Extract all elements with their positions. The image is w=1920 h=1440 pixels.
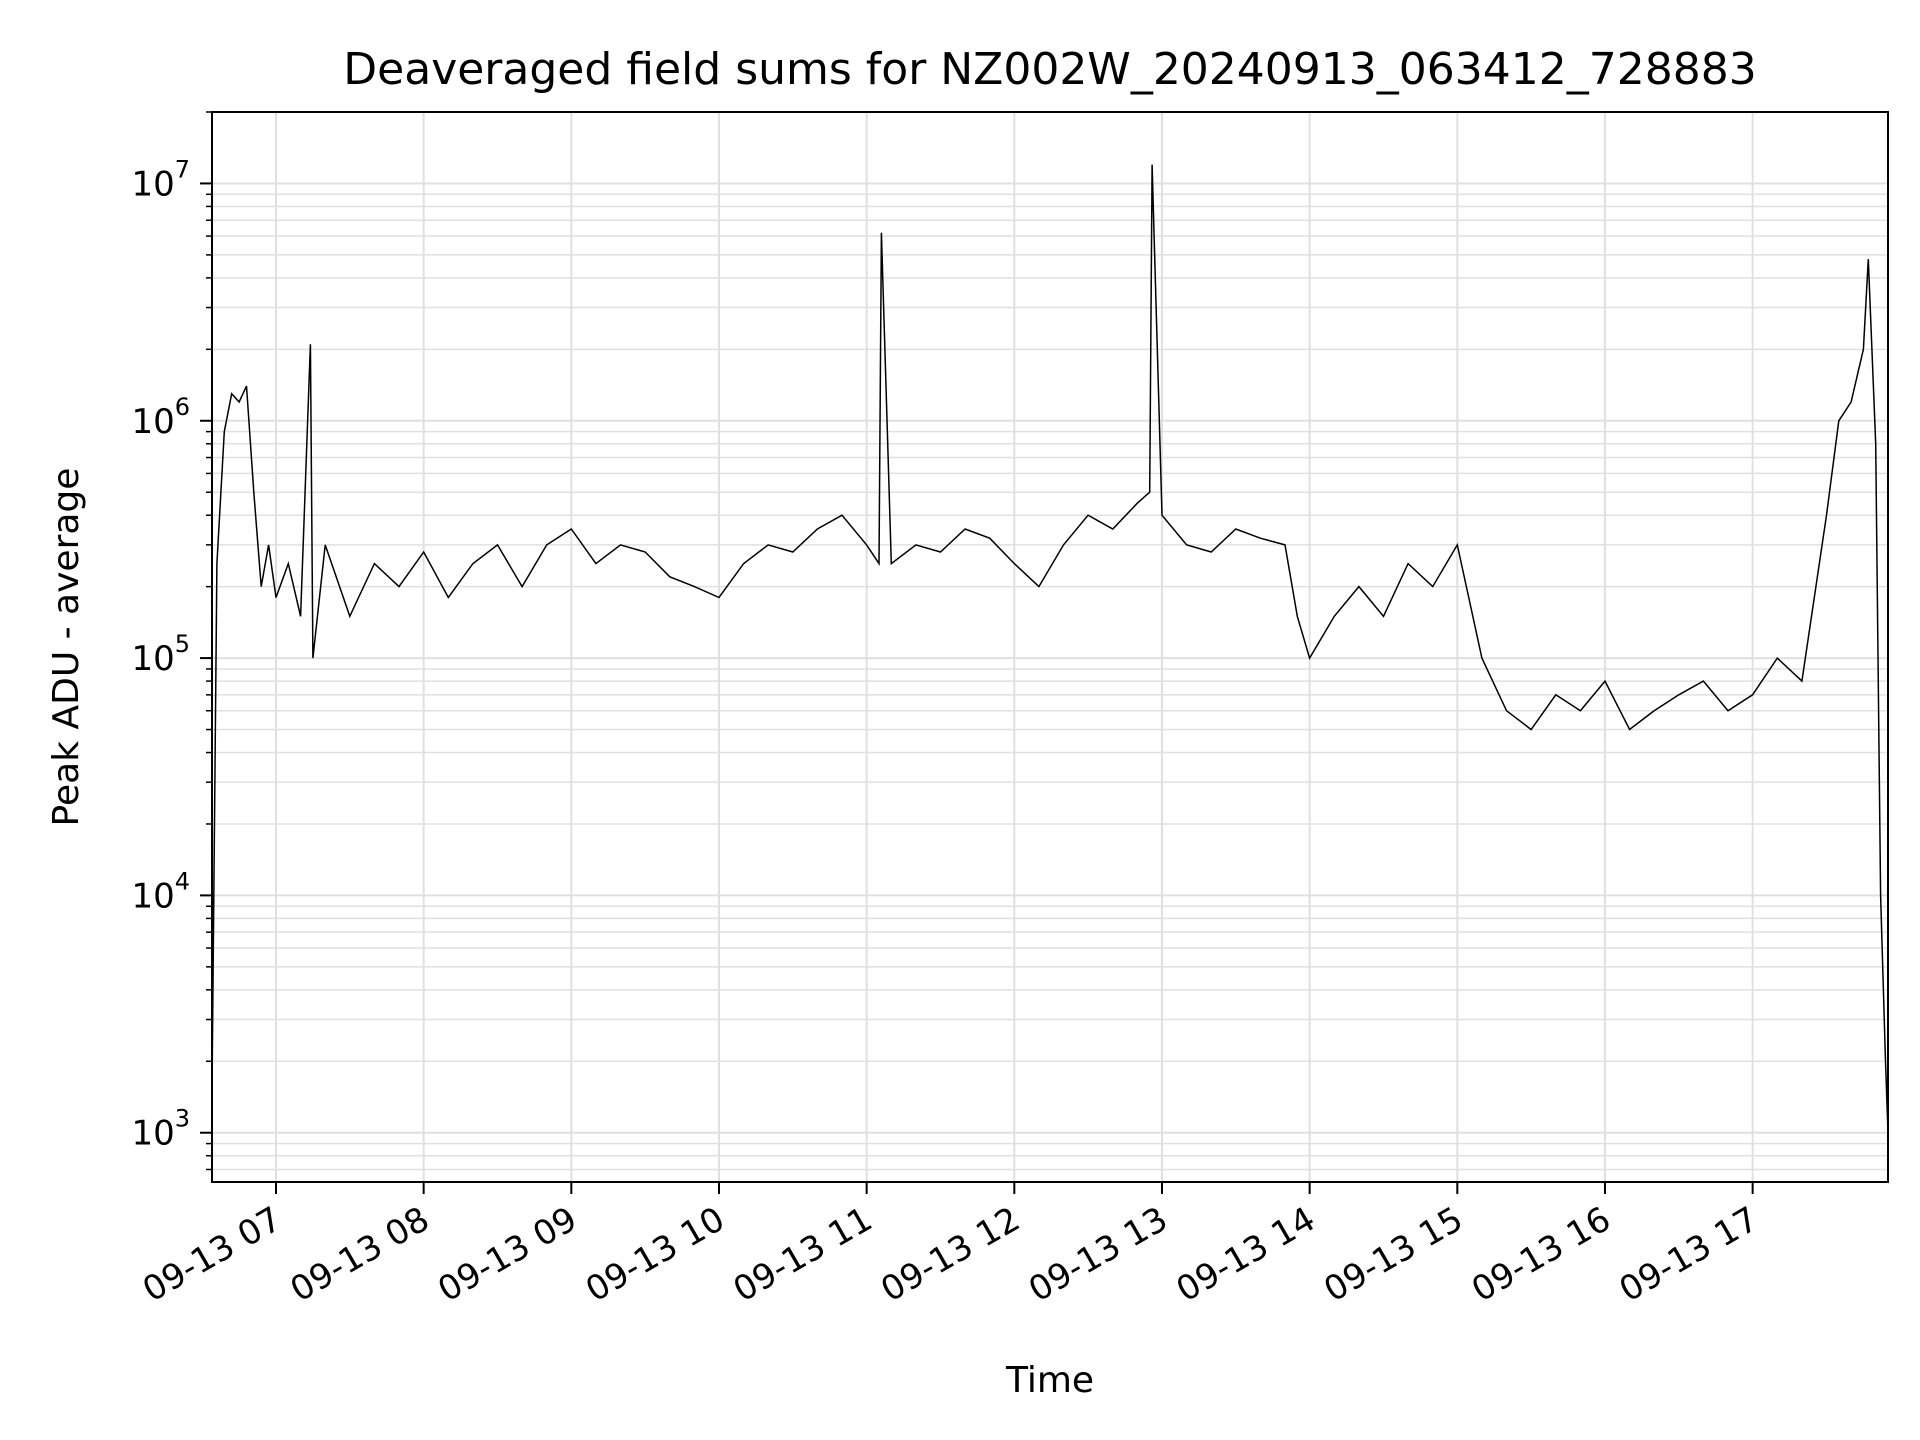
plot-frame (211, 111, 1889, 1183)
y-tick-label: 104 (131, 867, 190, 916)
y-tick-label: 107 (131, 155, 190, 204)
x-axis-label: Time (1005, 1360, 1094, 1401)
y-axis-label: Peak ADU - average (46, 468, 87, 827)
grid (212, 111, 1888, 1182)
y-tick-label: 105 (131, 630, 190, 679)
y-tick-label: 106 (131, 393, 190, 442)
chart-title: Deaveraged field sums for NZ002W_2024091… (343, 44, 1756, 95)
y-tick-label: 103 (131, 1105, 190, 1154)
data-layer (211, 164, 1889, 1133)
series-line (211, 164, 1889, 1133)
